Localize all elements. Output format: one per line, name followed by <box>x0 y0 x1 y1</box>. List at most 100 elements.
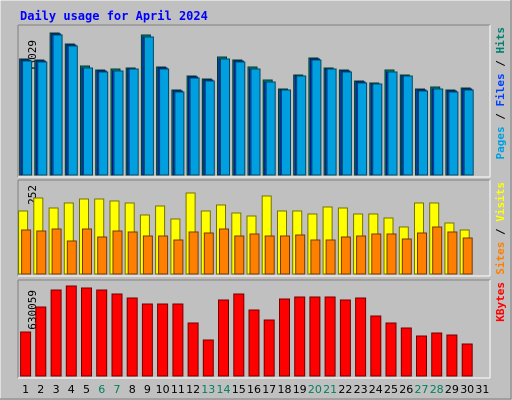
bar-kbytes-day-20 <box>309 296 321 377</box>
x-axis-labels: 1 2 3 4 5 6 7 8 9 10 11 12 13 14 15 16 17 18 19 20 21 22 23 24 2… <box>22 383 489 396</box>
x-label-day-14: 14 <box>217 383 231 396</box>
legend-entry: Hits <box>494 27 507 54</box>
bar-pages-day-30 <box>463 89 474 176</box>
bar-pages-day-4 <box>67 45 78 176</box>
x-label-day-4: 4 <box>68 383 75 396</box>
bar-pages-day-6 <box>98 71 109 176</box>
bar-kbytes-day-24 <box>370 315 382 377</box>
bar-sites-day-24 <box>371 233 382 275</box>
x-label-day-29: 29 <box>445 383 459 396</box>
x-label-day-26: 26 <box>399 383 413 396</box>
x-label-day-12: 12 <box>186 383 200 396</box>
panel-legend: Sites / Visits <box>494 182 507 275</box>
bar-sites-day-8 <box>127 231 138 275</box>
bar-pages-day-2 <box>37 61 48 176</box>
bar-pages-day-15 <box>235 61 246 176</box>
bar-kbytes-day-13 <box>202 339 214 377</box>
x-label-day-31: 31 <box>475 383 489 396</box>
bar-kbytes-day-15 <box>233 293 245 377</box>
bar-kbytes-day-21 <box>324 296 336 377</box>
bar-sites-day-12 <box>188 231 199 275</box>
x-label-day-23: 23 <box>354 383 368 396</box>
bar-sites-day-13 <box>203 232 214 275</box>
bar-kbytes-day-28 <box>431 332 443 377</box>
bar-kbytes-day-4 <box>65 285 77 377</box>
bar-pages-day-10 <box>159 68 170 176</box>
x-label-day-30: 30 <box>460 383 474 396</box>
bar-sites-day-28 <box>432 226 443 275</box>
x-label-day-18: 18 <box>278 383 292 396</box>
x-label-day-10: 10 <box>156 383 170 396</box>
bar-pages-day-19 <box>296 75 307 176</box>
bar-sites-day-26 <box>401 238 412 275</box>
bar-kbytes-day-12 <box>187 322 199 377</box>
bar-sites-day-25 <box>386 233 397 275</box>
bar-pages-day-3 <box>52 34 63 176</box>
bar-sites-day-5 <box>82 228 92 275</box>
bar-kbytes-day-30 <box>461 343 473 377</box>
bar-pages-day-13 <box>204 80 215 176</box>
bar-pages-day-23 <box>357 82 368 176</box>
bar-kbytes-day-16 <box>248 309 260 377</box>
x-label-day-2: 2 <box>37 383 44 396</box>
x-label-day-6: 6 <box>98 383 105 396</box>
bar-sites-day-1 <box>21 229 32 275</box>
legend-entry: Files <box>494 73 507 106</box>
bar-pages-day-21 <box>326 68 337 176</box>
bar-sites-day-4 <box>66 240 77 275</box>
bar-pages-day-1 <box>22 60 33 176</box>
x-label-day-22: 22 <box>338 383 352 396</box>
bar-sites-day-15 <box>234 235 245 275</box>
x-label-day-27: 27 <box>415 383 429 396</box>
x-label-day-1: 1 <box>22 383 29 396</box>
bar-sites-day-7 <box>112 230 123 275</box>
bar-kbytes-day-5 <box>81 287 92 377</box>
bar-pages-day-26 <box>402 75 413 176</box>
bar-pages-day-20 <box>311 59 322 176</box>
x-label-day-16: 16 <box>247 383 261 396</box>
bar-sites-day-16 <box>249 233 260 275</box>
bar-pages-day-29 <box>448 91 459 176</box>
bar-sites-day-2 <box>36 230 47 275</box>
x-label-day-25: 25 <box>384 383 398 396</box>
x-label-day-28: 28 <box>430 383 444 396</box>
bar-sites-day-11 <box>173 239 184 275</box>
bar-sites-day-27 <box>417 232 427 275</box>
bar-kbytes-day-19 <box>294 296 306 377</box>
bar-sites-day-3 <box>51 228 62 275</box>
bar-kbytes-day-14 <box>218 299 229 377</box>
bar-kbytes-day-29 <box>446 334 458 377</box>
bar-kbytes-day-8 <box>126 297 138 377</box>
bar-sites-day-9 <box>142 235 153 275</box>
bar-kbytes-day-1 <box>20 331 32 377</box>
x-label-day-3: 3 <box>53 383 60 396</box>
bar-pages-day-17 <box>265 81 276 176</box>
bar-kbytes-day-25 <box>385 322 397 377</box>
bar-pages-day-27 <box>418 90 428 176</box>
bar-kbytes-day-22 <box>339 299 351 377</box>
legend-entry: Pages <box>494 126 507 159</box>
legend-entry: / <box>494 54 507 74</box>
bar-sites-day-29 <box>447 231 458 275</box>
bar-sites-day-19 <box>295 234 306 275</box>
bar-kbytes-day-9 <box>141 303 153 377</box>
bar-sites-day-17 <box>264 235 275 275</box>
legend-entry: / <box>494 222 507 242</box>
x-label-day-15: 15 <box>232 383 246 396</box>
bar-kbytes-day-27 <box>416 335 427 377</box>
bar-sites-day-14 <box>219 228 229 275</box>
legend-entry: KBytes <box>494 282 507 322</box>
x-label-day-17: 17 <box>262 383 276 396</box>
legend-entry: / <box>494 107 507 127</box>
bar-kbytes-day-6 <box>96 289 108 377</box>
bar-sites-day-6 <box>97 236 108 275</box>
bar-kbytes-day-23 <box>355 297 367 377</box>
bar-pages-day-9 <box>143 36 154 176</box>
x-label-day-21: 21 <box>323 383 337 396</box>
x-label-day-5: 5 <box>83 383 90 396</box>
chart-title: Daily usage for April 2024 <box>20 9 208 23</box>
